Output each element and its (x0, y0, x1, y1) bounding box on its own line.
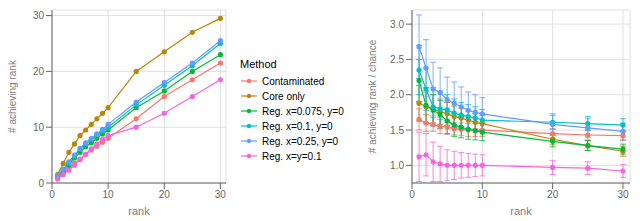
svg-text:2.0: 2.0 (390, 89, 404, 100)
html-text:Method: Method (240, 57, 277, 70)
svg-text:30: 30 (215, 189, 227, 200)
html-text:Core only: Core only (262, 90, 305, 102)
svg-text:1.5: 1.5 (390, 125, 404, 136)
html-text:Reg. x=0.1, y=0: Reg. x=0.1, y=0 (262, 120, 333, 132)
svg-text:30: 30 (617, 189, 629, 200)
html-text:Reg. x=0.25, y=0: Reg. x=0.25, y=0 (262, 135, 339, 147)
svg-text:rank: rank (128, 205, 150, 217)
svg-text:30: 30 (33, 10, 45, 21)
svg-text:0: 0 (409, 189, 415, 200)
svg-text:20: 20 (33, 66, 45, 77)
svg-text:rank: rank (510, 205, 532, 217)
svg-text:1.0: 1.0 (390, 160, 404, 171)
svg-text:# achieving rank / chance: # achieving rank / chance (367, 39, 378, 153)
html-text:Reg. x=y=0.1: Reg. x=y=0.1 (262, 150, 322, 162)
svg-text:10: 10 (477, 189, 489, 200)
svg-text:0: 0 (38, 178, 44, 189)
html-text:Contaminated: Contaminated (262, 75, 325, 87)
svg-text:10: 10 (103, 189, 115, 200)
svg-text:20: 20 (547, 189, 559, 200)
svg-text:20: 20 (159, 189, 171, 200)
svg-text:# achieving rank: # achieving rank (8, 59, 18, 133)
svg-text:10: 10 (33, 122, 45, 133)
svg-text:0: 0 (49, 189, 55, 200)
svg-text:2.5: 2.5 (390, 54, 404, 65)
html-text:Reg. x=0.075, y=0: Reg. x=0.075, y=0 (262, 105, 344, 117)
svg-text:3.0: 3.0 (390, 19, 404, 30)
